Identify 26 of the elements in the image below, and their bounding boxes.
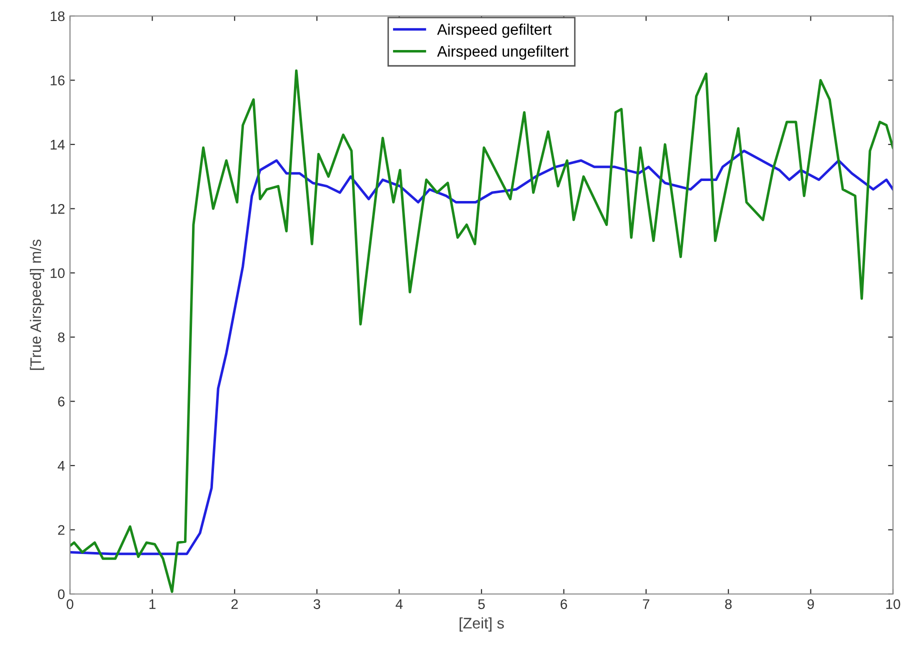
x-tick-label: 6 (560, 599, 568, 610)
x-tick-label: 10 (886, 599, 900, 610)
y-tick-label: 18 (50, 11, 65, 22)
y-tick-label: 6 (58, 396, 65, 407)
x-tick-label: 1 (149, 599, 156, 609)
x-tick-label: 9 (807, 599, 814, 610)
x-tick-label: 5 (478, 599, 485, 610)
y-tick-label: 4 (58, 461, 65, 471)
x-tick-label: 2 (231, 599, 238, 609)
y-tick-label: 14 (50, 140, 65, 150)
y-tick-label: 16 (50, 76, 65, 86)
y-tick-label: 12 (50, 204, 64, 214)
y-tick-label: 2 (58, 525, 64, 535)
legend-label: Airspeed ungefiltert (437, 46, 569, 60)
x-tick-label: 4 (396, 599, 403, 609)
x-tick-label: 3 (314, 599, 320, 610)
x-tick-label: 0 (66, 599, 74, 610)
x-tick-label: 8 (725, 599, 732, 610)
y-axis-title: [True Airspeed] m/s (30, 240, 44, 370)
y-tick-label: 0 (58, 589, 65, 600)
x-axis-title: [Zeit] s (460, 617, 504, 632)
x-tick-label: 7 (642, 599, 650, 609)
y-tick-label: 10 (50, 268, 65, 278)
legend-label: Airspeed gefiltert (437, 24, 552, 38)
line-series (70, 150, 893, 556)
y-tick-label: 8 (58, 332, 65, 342)
